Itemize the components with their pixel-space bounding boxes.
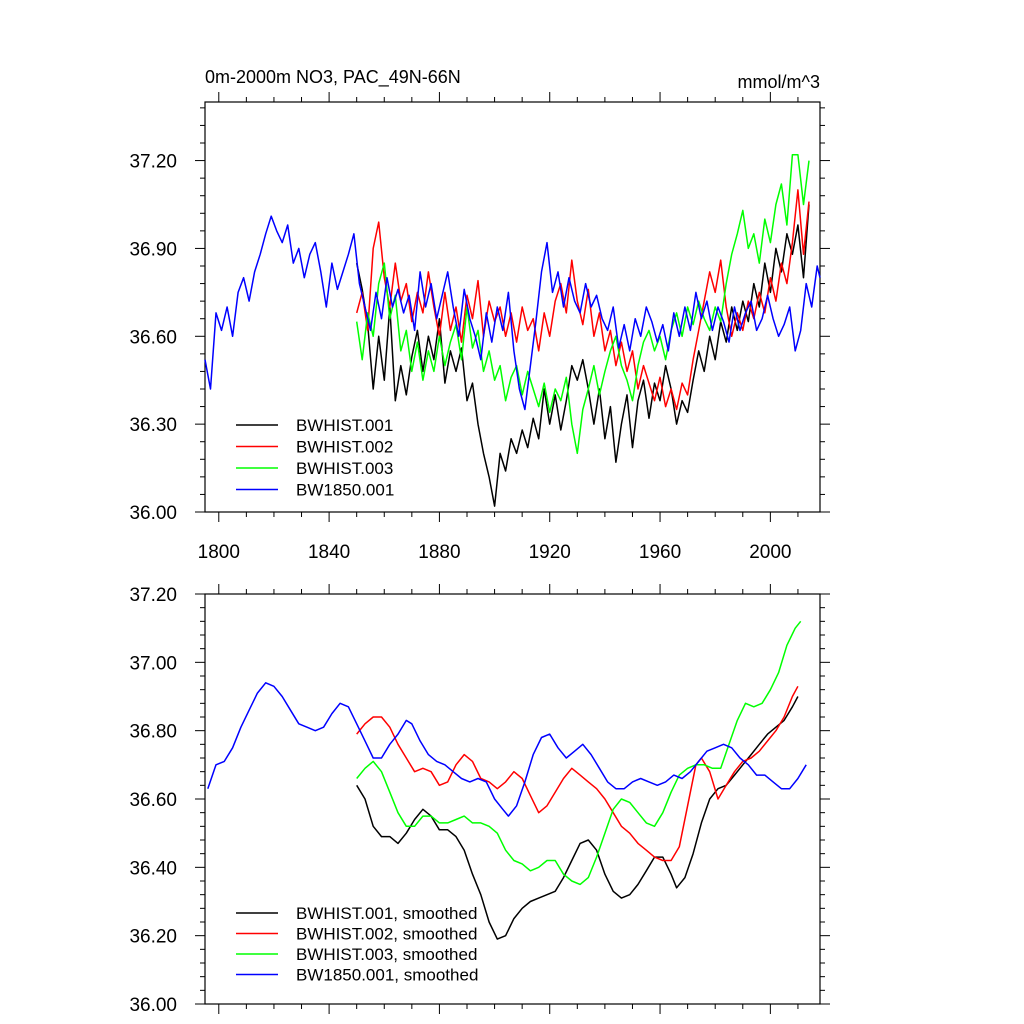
series-line-bwhist-003-smoothed xyxy=(356,620,802,886)
legend-label: BWHIST.001 xyxy=(296,416,393,435)
series-line-bwhist-001-smoothed xyxy=(356,696,799,940)
y-tick-label: 37.20 xyxy=(129,585,177,606)
panel-smoothed: 36.00 36.20 36.40 36.60 36.80 37.00 37.20 BWHI… xyxy=(129,584,830,1016)
series-group-top xyxy=(204,153,821,507)
legend-bottom: BWHIST.001, smoothed BWHIST.002, smoothed… xyxy=(236,904,478,985)
units-label: mmol/m^3 xyxy=(738,72,820,92)
series-line-bwhist-003 xyxy=(355,153,810,455)
legend-label: BWHIST.003, smoothed xyxy=(296,945,477,964)
plot-frame-top xyxy=(204,101,821,513)
y-tick-label: 36.30 xyxy=(129,415,177,436)
x-tick-label: 1920 xyxy=(529,542,571,563)
chart-title: 0m-2000m NO3, PAC_49N-66N xyxy=(205,67,461,88)
y-tick-label: 37.00 xyxy=(129,653,177,674)
series-group-bottom xyxy=(207,620,807,940)
legend-label: BW1850.001 xyxy=(296,481,394,500)
legend-label: BWHIST.003 xyxy=(296,459,393,478)
axes-bottom: 36.00 36.20 36.40 36.60 36.80 37.00 37.20 xyxy=(129,584,830,1016)
series-line-bwhist-001 xyxy=(355,204,810,507)
legend-label: BWHIST.001, smoothed xyxy=(296,904,477,923)
axes-top: 1800 1840 1880 1920 1960 2000 36.00 36.30 36.60 3… xyxy=(129,92,830,563)
y-tick-label: 36.20 xyxy=(129,927,177,948)
series-line-bwhist-002-smoothed xyxy=(356,685,799,862)
x-tick-label: 2000 xyxy=(749,542,791,563)
x-tick-label: 1840 xyxy=(308,542,350,563)
legend-label: BWHIST.002 xyxy=(296,438,393,457)
y-tick-label: 36.00 xyxy=(129,503,177,524)
y-tick-label: 36.40 xyxy=(129,858,177,879)
x-tick-label: 1880 xyxy=(418,542,460,563)
x-tick-label: 1960 xyxy=(639,542,681,563)
legend-top: BWHIST.001 BWHIST.002 BWHIST.003 BW1850.001 xyxy=(236,416,394,500)
y-tick-label: 36.00 xyxy=(129,995,177,1016)
legend-label: BWHIST.002, smoothed xyxy=(296,925,477,944)
y-tick-label: 36.80 xyxy=(129,722,177,743)
legend-label: BW1850.001, smoothed xyxy=(296,966,478,985)
panel-raw: 0m-2000m NO3, PAC_49N-66N mmol/m^3 1800 1… xyxy=(129,67,830,563)
y-tick-label: 37.20 xyxy=(129,152,177,173)
series-line-bw1850-001 xyxy=(204,215,821,411)
y-tick-label: 36.60 xyxy=(129,790,177,811)
series-line-bwhist-002 xyxy=(355,189,810,411)
y-tick-label: 36.90 xyxy=(129,239,177,260)
x-tick-label: 1800 xyxy=(198,542,240,563)
y-tick-label: 36.60 xyxy=(129,327,177,348)
series-line-bw1850-001-smoothed xyxy=(207,682,807,817)
